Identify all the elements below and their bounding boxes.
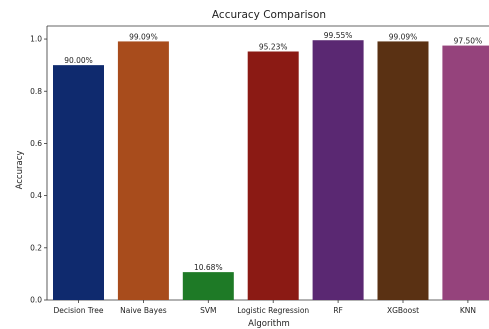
bar-data-label: 95.23% xyxy=(259,42,288,51)
x-tick-label: Naive Bayes xyxy=(120,306,167,315)
bar-data-label: 99.09% xyxy=(129,32,158,41)
bar xyxy=(117,41,169,300)
y-tick-label: 0.4 xyxy=(30,191,42,200)
bar-data-label: 99.55% xyxy=(324,31,353,40)
x-tick-label: XGBoost xyxy=(387,306,419,315)
y-tick-label: 1.0 xyxy=(30,35,42,44)
bar xyxy=(247,51,299,300)
bar xyxy=(182,272,234,300)
x-tick-label: Decision Tree xyxy=(54,306,104,315)
y-tick-label: 0.8 xyxy=(30,87,42,96)
x-tick-label: SVM xyxy=(200,306,216,315)
y-tick-label: 0.0 xyxy=(30,296,42,305)
bar xyxy=(53,65,104,301)
bar-data-label: 99.09% xyxy=(389,32,418,41)
x-tick-label: RF xyxy=(333,306,343,315)
bar-data-label: 97.50% xyxy=(454,37,483,46)
bar-data-label: 10.68% xyxy=(194,263,223,272)
chart-title: Accuracy Comparison xyxy=(212,9,326,21)
bar xyxy=(377,41,429,300)
bar xyxy=(442,45,489,301)
x-tick-label: Logistic Regression xyxy=(237,306,309,315)
x-tick-label: KNN xyxy=(460,306,476,315)
y-tick-label: 0.6 xyxy=(30,139,42,148)
bar xyxy=(312,40,364,301)
plot-area: 0.0 0.2 0.4 0.6 0.8 1.0 90.00% Decision Tree 99.… xyxy=(30,25,489,315)
x-axis-label: Algorithm xyxy=(248,319,290,329)
y-axis-label: Accuracy xyxy=(15,151,25,190)
y-tick-label: 0.2 xyxy=(30,243,42,252)
bar-data-label: 90.00% xyxy=(64,56,93,65)
